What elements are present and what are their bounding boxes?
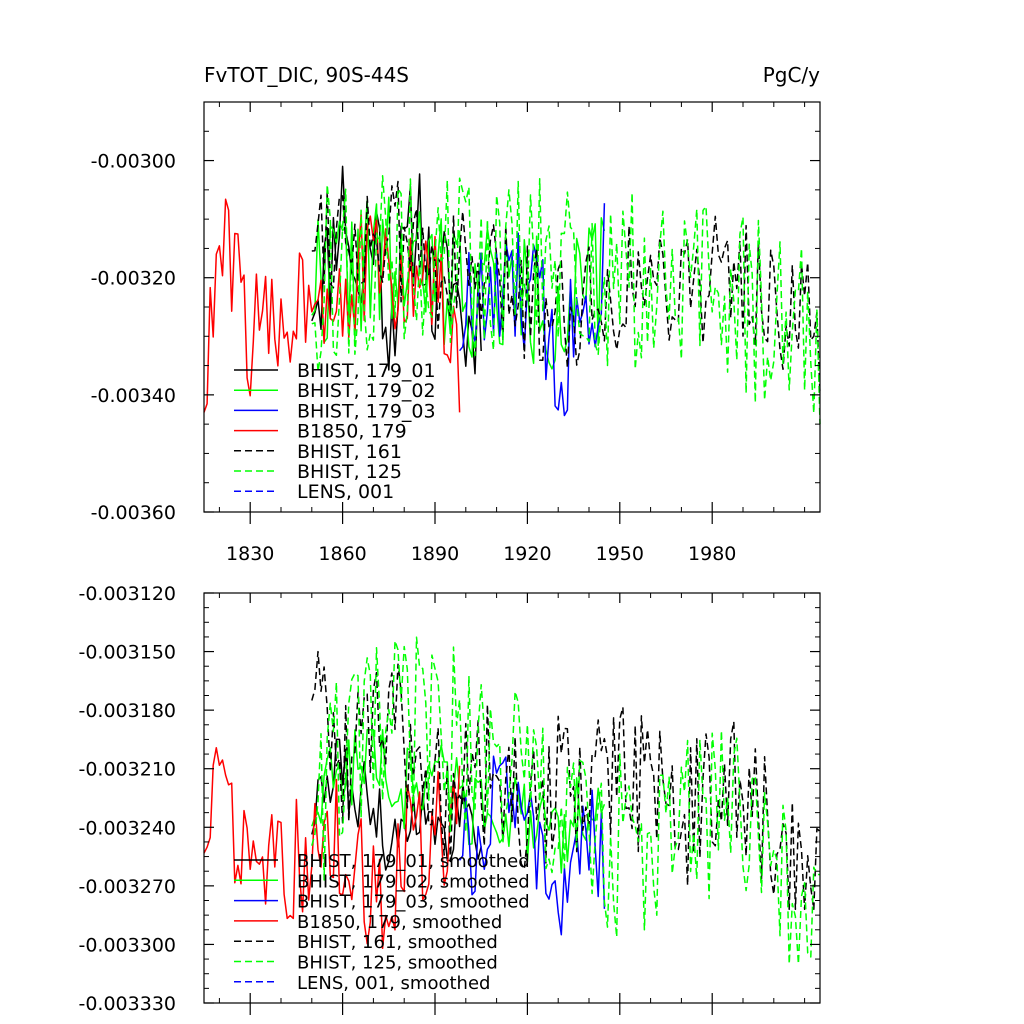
legend-label: BHIST, 161, smoothed (297, 932, 498, 953)
series-line-b1850-179-smoothed (203, 746, 461, 950)
series-line-bhist-179-03-smoothed (458, 755, 606, 936)
y-tick-label: -0.00300 (91, 151, 176, 173)
y-tick-label: -0.00320 (91, 268, 176, 290)
top-plot-frame (203, 101, 821, 513)
top-panel: FvTOT_DIC, 90S-44S PgC/y -0.00300 -0.0032… (91, 63, 821, 565)
legend-label: BHIST, 125, smoothed (297, 953, 498, 974)
top-series-layer (203, 165, 821, 425)
series-line-b1850-179 (203, 198, 461, 413)
legend-label: B1850, 179 (297, 421, 407, 443)
legend-label: B1850, 179, smoothed (297, 912, 502, 933)
bottom-panel: -0.003120 -0.003150 -0.003180 -0.003210 -0.0… (78, 583, 821, 1015)
series-line-bhist-179-01-smoothed (311, 738, 482, 871)
legend-label: BHIST, 125 (297, 461, 402, 483)
bottom-series-layer (203, 636, 821, 965)
top-axis-ticks: -0.00300 -0.00320 -0.00340 -0.00360 1830 1860… (91, 102, 820, 565)
y-tick-label: -0.003210 (78, 759, 176, 781)
series-line-bhist-161 (311, 180, 821, 395)
series-line-bhist-161-smoothed (311, 650, 821, 911)
legend-label: BHIST, 161 (297, 441, 402, 463)
series-line-bhist-125 (311, 175, 821, 425)
y-tick-label: -0.00340 (91, 385, 176, 407)
x-tick-label: 1950 (596, 543, 644, 565)
legend-label: BHIST, 179_02, smoothed (297, 871, 530, 892)
legend-label: LENS, 001 (297, 481, 394, 503)
top-chart-title: FvTOT_DIC, 90S-44S (204, 63, 409, 87)
y-tick-label: -0.00360 (91, 502, 176, 524)
y-tick-label: -0.003330 (78, 993, 176, 1015)
legend-label: BHIST, 179_01 (297, 360, 436, 382)
x-tick-label: 1890 (411, 543, 459, 565)
y-tick-label: -0.003300 (78, 934, 176, 956)
legend-label: BHIST, 179_02 (297, 380, 436, 402)
bottom-plot-frame (203, 592, 821, 1004)
x-tick-label: 1920 (503, 543, 551, 565)
legend-label: LENS, 001, smoothed (297, 973, 490, 994)
x-tick-label: 1980 (688, 543, 736, 565)
y-tick-label: -0.003270 (78, 876, 176, 898)
x-tick-label: 1830 (226, 543, 274, 565)
y-tick-label: -0.003120 (78, 583, 176, 605)
y-tick-label: -0.003180 (78, 700, 176, 722)
legend-label: BHIST, 179_01, smoothed (297, 851, 530, 872)
series-line-bhist-179-02 (311, 196, 606, 370)
series-line-bhist-125-smoothed (311, 636, 821, 965)
bottom-axis-ticks: -0.003120 -0.003150 -0.003180 -0.003210 -0.0… (78, 583, 820, 1015)
top-chart-units: PgC/y (763, 63, 820, 87)
legend-label: BHIST, 179_03 (297, 400, 436, 422)
y-tick-label: -0.003150 (78, 642, 176, 664)
x-tick-label: 1860 (318, 543, 366, 565)
legend-label: BHIST, 179_03, smoothed (297, 892, 530, 913)
y-tick-label: -0.003240 (78, 817, 176, 839)
